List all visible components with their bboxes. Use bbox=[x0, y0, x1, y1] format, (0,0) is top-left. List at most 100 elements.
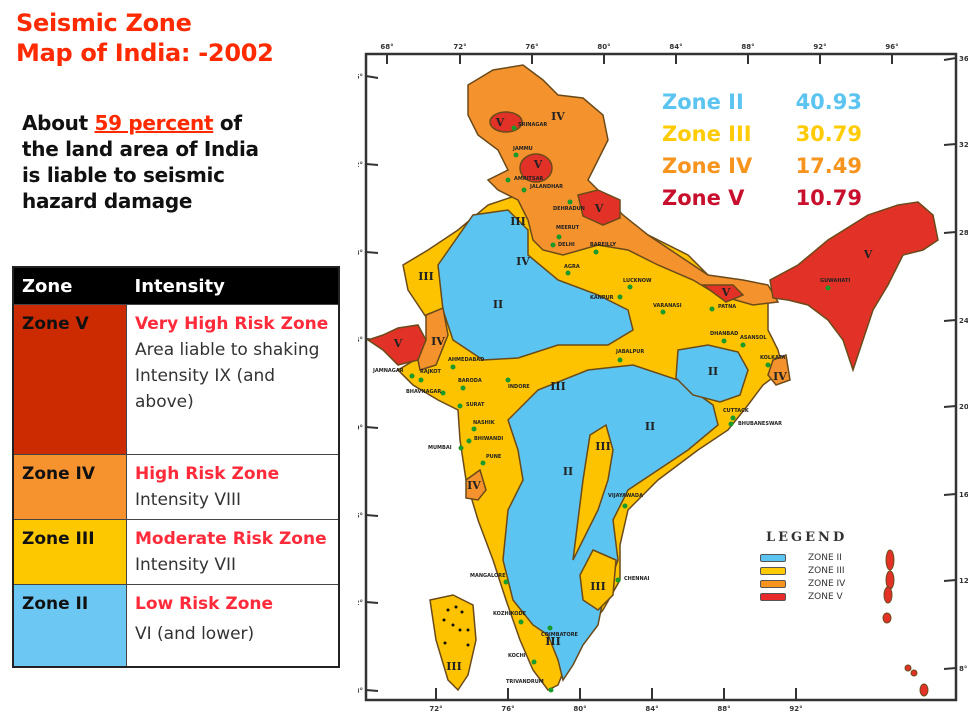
svg-text:RAJKOT: RAJKOT bbox=[420, 369, 441, 375]
city-ahmedabad: AHMEDABAD bbox=[448, 357, 484, 370]
risk-detail: Intensity VIII bbox=[135, 490, 242, 510]
svg-text:24°: 24° bbox=[959, 317, 968, 325]
svg-text:BAREILLY: BAREILLY bbox=[590, 242, 616, 248]
svg-text:76°: 76° bbox=[501, 705, 514, 712]
legend-swatch bbox=[760, 553, 786, 562]
legend-item: ZONE IV bbox=[760, 577, 847, 590]
svg-text:ASANSOL: ASANSOL bbox=[740, 335, 767, 341]
svg-text:72°: 72° bbox=[429, 705, 442, 712]
svg-text:AMRITSAR: AMRITSAR bbox=[514, 176, 543, 182]
svg-text:II: II bbox=[708, 365, 718, 378]
longitude-ticks-top bbox=[386, 54, 893, 64]
percent-highlight: 59 percent bbox=[94, 111, 214, 135]
stat-zone: Zone IV bbox=[662, 154, 753, 178]
zone-numerals: II II II II III III III III III III III … bbox=[393, 110, 873, 673]
stat-zone: Zone III bbox=[662, 122, 752, 146]
legend-item: ZONE III bbox=[760, 564, 847, 577]
svg-text:JALANDHAR: JALANDHAR bbox=[529, 184, 563, 190]
northeast-zone-v bbox=[769, 201, 939, 373]
stat-percent: 30.79 bbox=[795, 122, 862, 146]
uttarakhand-zone-v bbox=[577, 189, 621, 226]
city-dhanbad: DHANBAD bbox=[710, 331, 738, 344]
table-header: Zone Intensity bbox=[13, 267, 339, 305]
svg-text:SRINAGAR: SRINAGAR bbox=[518, 122, 547, 128]
intro-line-2: the land area of India bbox=[22, 137, 259, 161]
city-srinagar: SRINAGAR bbox=[511, 122, 547, 131]
stat-row-zone-v: Zone V 10.79 bbox=[662, 182, 862, 214]
svg-text:32°: 32° bbox=[358, 161, 363, 169]
svg-text:TRIVANDRUM: TRIVANDRUM bbox=[506, 679, 544, 685]
legend-swatch bbox=[760, 566, 786, 575]
city-delhi: DELHI bbox=[550, 242, 575, 248]
svg-text:IV: IV bbox=[516, 255, 530, 268]
city-coimbatore: COIMBATORE bbox=[541, 625, 579, 638]
svg-text:24°: 24° bbox=[358, 336, 363, 344]
legend-label: ZONE IV bbox=[808, 578, 846, 589]
legend-label: ZONE III bbox=[808, 565, 845, 576]
page-title: Seismic Zone Map of India: -2002 bbox=[16, 8, 274, 68]
intro-line-3: is liable to seismic bbox=[22, 163, 225, 187]
city-varanasi: VARANASI bbox=[653, 303, 682, 315]
title-line-2: Map of India: -2002 bbox=[16, 39, 274, 67]
svg-text:IV: IV bbox=[551, 110, 565, 123]
svg-text:III: III bbox=[545, 635, 560, 648]
city-agra: AGRA bbox=[564, 264, 580, 276]
latitude-labels-left: 36° 32° 28° 24° 20° 16° 12° 8° bbox=[358, 73, 363, 695]
city-surat: SURAT bbox=[457, 402, 485, 409]
risk-detail: Intensity VII bbox=[135, 555, 237, 575]
lakshadweep-zone-iii bbox=[429, 594, 477, 692]
svg-text:CHENNAI: CHENNAI bbox=[624, 576, 650, 582]
svg-text:68°: 68° bbox=[380, 43, 393, 51]
svg-text:20°: 20° bbox=[959, 403, 968, 411]
stat-row-zone-ii: Zone II 40.93 bbox=[662, 86, 862, 118]
stat-zone: Zone V bbox=[662, 186, 745, 210]
svg-text:88°: 88° bbox=[741, 43, 754, 51]
intro-after: of bbox=[213, 111, 242, 135]
bihar-zone-v bbox=[700, 284, 745, 303]
svg-text:BHIWANDI: BHIWANDI bbox=[474, 436, 503, 442]
svg-text:NASHIK: NASHIK bbox=[473, 420, 496, 426]
svg-text:MUMBAI: MUMBAI bbox=[428, 445, 452, 451]
city-meerut: MEERUT bbox=[556, 225, 580, 240]
zone-intensity-table: Zone Intensity Zone V Very High Risk Zon… bbox=[12, 266, 340, 668]
header-zone: Zone bbox=[13, 267, 127, 305]
svg-text:16°: 16° bbox=[959, 491, 968, 499]
zone-cell: Zone IV bbox=[12, 454, 127, 520]
svg-text:III: III bbox=[595, 440, 610, 453]
svg-text:VIJAYAWADA: VIJAYAWADA bbox=[608, 493, 643, 499]
longitude-labels-bottom: 72° 76° 80° 84° 88° 92° bbox=[429, 705, 802, 712]
city-kanpur: KANPUR bbox=[590, 294, 623, 301]
city-bhubaneswar: BHUBANESWAR bbox=[728, 421, 782, 427]
intro-text: About 59 percent of the land area of Ind… bbox=[22, 110, 259, 214]
svg-text:SURAT: SURAT bbox=[466, 402, 485, 408]
stat-zone: Zone II bbox=[662, 90, 744, 114]
lakshadweep-islands bbox=[442, 605, 470, 647]
svg-text:III: III bbox=[446, 660, 461, 673]
svg-text:IV: IV bbox=[431, 335, 445, 348]
svg-text:12°: 12° bbox=[358, 599, 363, 607]
city-rajkot: RAJKOT bbox=[418, 369, 441, 383]
svg-text:20°: 20° bbox=[358, 424, 363, 432]
risk-label: Moderate Risk Zone bbox=[135, 529, 327, 549]
svg-text:V: V bbox=[495, 116, 505, 129]
longitude-labels-top: 68° 72° 76° 80° 84° 88° 92° 96° bbox=[380, 43, 898, 51]
svg-text:92°: 92° bbox=[789, 705, 802, 712]
city-vijayawada: VIJAYAWADA bbox=[608, 493, 643, 509]
svg-text:96°: 96° bbox=[885, 43, 898, 51]
svg-text:72°: 72° bbox=[453, 43, 466, 51]
city-cuttack: CUTTACK bbox=[723, 408, 750, 421]
zone-area-stats: Zone II 40.93 Zone III 30.79 Zone IV 17.49 … bbox=[662, 86, 862, 214]
svg-text:INDORE: INDORE bbox=[508, 384, 530, 390]
legend-label: ZONE II bbox=[808, 552, 842, 563]
svg-text:JAMNAGAR: JAMNAGAR bbox=[372, 368, 404, 374]
city-dehradun: DEHRADUN bbox=[553, 199, 585, 212]
svg-text:80°: 80° bbox=[597, 43, 610, 51]
city-kolkata: KOLKATA bbox=[760, 355, 785, 368]
svg-text:PATNA: PATNA bbox=[718, 304, 736, 310]
legend-swatch bbox=[760, 579, 786, 588]
table-row: Zone V Very High Risk Zone Area liable t… bbox=[12, 304, 340, 455]
city-mumbai: MUMBAI bbox=[428, 445, 464, 451]
legend-label: ZONE V bbox=[808, 591, 843, 602]
latitude-labels-right: 36° 32° 28° 24° 20° 16° 12° 8° bbox=[959, 55, 968, 673]
city-jalandhar: JALANDHAR bbox=[521, 184, 563, 193]
